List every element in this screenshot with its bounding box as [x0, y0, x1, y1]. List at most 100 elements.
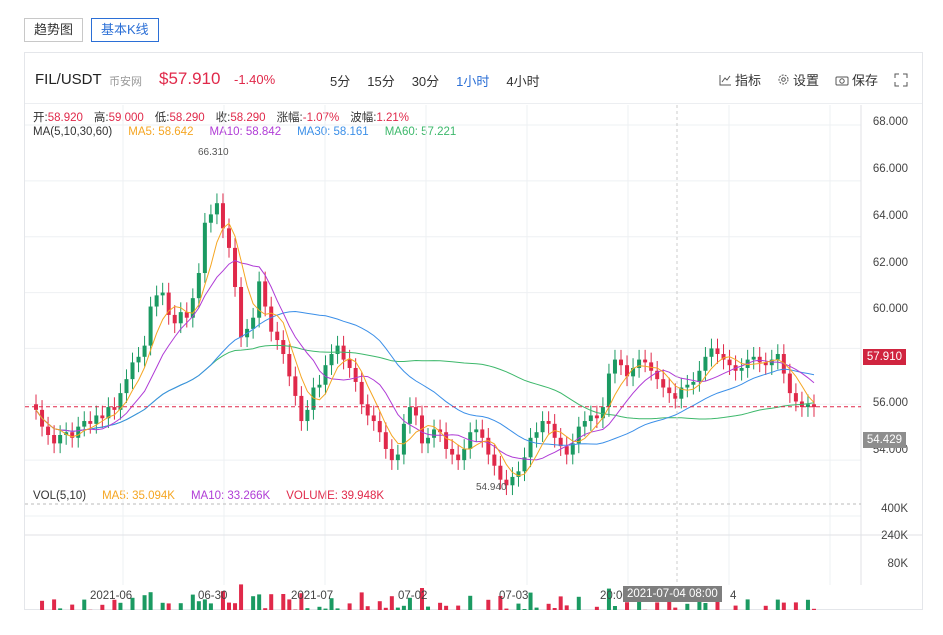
volume-bar: [612, 606, 617, 610]
volume-bar: [733, 605, 738, 610]
volume-bar: [227, 602, 231, 610]
settings-label: 设置: [792, 73, 819, 88]
ma5-line: [35, 222, 815, 477]
candle: [480, 429, 485, 438]
volume-bar: [655, 602, 660, 610]
candle: [757, 356, 762, 363]
volume-bar: [528, 592, 533, 610]
volume-bar: [208, 603, 213, 610]
volume-bar: [317, 606, 322, 610]
candle: [269, 306, 274, 332]
volume-bar: [257, 594, 262, 610]
volume-bar: [58, 608, 63, 610]
wave-value: 波幅:1.21%: [350, 112, 410, 124]
volume-bar: [438, 602, 443, 610]
fullscreen-button[interactable]: [894, 73, 908, 87]
volume-bar: [811, 608, 816, 610]
candle: [118, 393, 123, 410]
volume-bar: [763, 605, 768, 610]
period-1h[interactable]: 1小时: [456, 74, 490, 89]
candle: [389, 448, 394, 461]
candle: [88, 421, 93, 424]
volume-bar: [335, 608, 340, 610]
ma-title: MA(5,10,30,60): [33, 126, 113, 138]
volume-bar: [667, 598, 672, 610]
x-tick: 2021-06: [90, 590, 133, 602]
candle: [34, 404, 39, 410]
candle: [263, 281, 268, 307]
volume-value: VOLUME: 39.948K: [286, 490, 385, 502]
low-annotation: 54.940: [476, 482, 507, 493]
vol-title: VOL(5,10): [33, 490, 87, 502]
volume-bar: [389, 596, 394, 610]
close-value: 收:58.290: [215, 112, 266, 124]
settings-button[interactable]: 设置: [777, 70, 819, 89]
period-15m[interactable]: 15分: [367, 74, 395, 89]
candle: [94, 415, 99, 424]
candle: [130, 362, 135, 380]
vol-ma10-value: MA10: 33.266K: [190, 490, 271, 502]
y-tick: 68.000: [872, 116, 908, 128]
volume-bar: [401, 605, 406, 610]
candle: [498, 465, 503, 480]
volume-bar: [118, 602, 123, 610]
ma10-line: [35, 259, 815, 461]
volume-bar: [112, 599, 117, 610]
candle: [582, 421, 587, 427]
candle: [606, 373, 611, 408]
tab-trend[interactable]: 趋势图: [24, 18, 84, 42]
candle: [474, 429, 479, 433]
candle: [709, 348, 714, 357]
candle: [395, 454, 400, 461]
amplitude-value: 涨幅:-1.07%: [276, 112, 340, 124]
candle: [679, 387, 684, 399]
candle: [516, 471, 521, 477]
volume-bar: [498, 596, 503, 610]
x-tick: 4: [730, 590, 737, 602]
candle: [46, 426, 51, 436]
candle: [407, 407, 412, 424]
candle: [667, 387, 672, 394]
x-tick: 07-02: [398, 590, 428, 602]
candle: [811, 404, 816, 408]
volume-bar: [377, 601, 382, 610]
candle: [160, 292, 165, 296]
candle: [715, 348, 720, 355]
candle: [329, 354, 334, 366]
candle: [365, 404, 370, 416]
candle: [239, 286, 244, 338]
indicator-button[interactable]: 指标: [719, 70, 761, 89]
x-tick: 07-03: [499, 590, 529, 602]
candle: [510, 476, 515, 486]
candle: [148, 306, 153, 346]
candle: [287, 354, 292, 377]
period-5m[interactable]: 5分: [330, 74, 351, 89]
candle: [220, 203, 225, 229]
period-30m[interactable]: 30分: [411, 74, 440, 89]
candle: [450, 448, 455, 455]
candlestick-chart[interactable]: 66.310 54.940: [25, 105, 922, 610]
tab-kline[interactable]: 基本K线: [91, 18, 159, 42]
ohlc-readout: 开:58.920 高:59.000 低:58.290 收:58.290 涨幅:-…: [33, 109, 409, 125]
candle: [58, 435, 63, 444]
y-tick: 62.000: [872, 257, 908, 269]
volume-bar: [775, 599, 780, 610]
candle: [570, 443, 575, 455]
candle: [462, 448, 467, 461]
chart-header: FIL/USDT 币安网 $57.910 -1.40% 5分 15分 30分 1…: [25, 53, 922, 104]
period-4h[interactable]: 4小时: [506, 74, 540, 89]
open-value: 开:58.920: [33, 112, 83, 124]
candle: [426, 437, 431, 444]
candle: [233, 247, 238, 287]
volume-bar: [703, 603, 708, 610]
save-button[interactable]: 保存: [835, 70, 878, 89]
volume-bar: [407, 597, 412, 610]
volume-bar: [793, 602, 798, 610]
volume-bar: [685, 603, 690, 610]
volume-bar: [40, 600, 45, 610]
camera-icon: [835, 76, 849, 85]
candle: [64, 432, 69, 436]
volume-bar: [281, 594, 286, 610]
low-price-tag: 54.429: [862, 432, 906, 448]
volume-bar: [805, 599, 810, 610]
